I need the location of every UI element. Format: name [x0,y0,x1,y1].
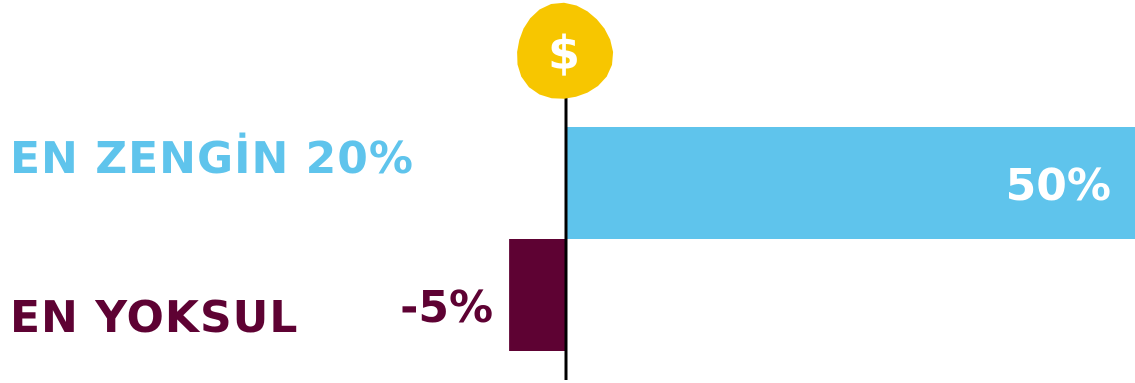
bars-group [509,127,1135,351]
dollar-symbol: $ [548,26,580,80]
bar-1 [566,127,1135,239]
value-label-1: 50% [1006,160,1111,211]
category-label-1: EN ZENGİN 20% [10,131,414,184]
bar-2 [509,239,566,351]
category-label-2: EN YOKSUL [10,292,298,343]
value-label-2: -5% [400,282,493,333]
labels-group: EN ZENGİN 20% 50% EN YOKSUL -5% [10,131,1111,343]
dollar-coin-icon: $ [517,2,614,99]
